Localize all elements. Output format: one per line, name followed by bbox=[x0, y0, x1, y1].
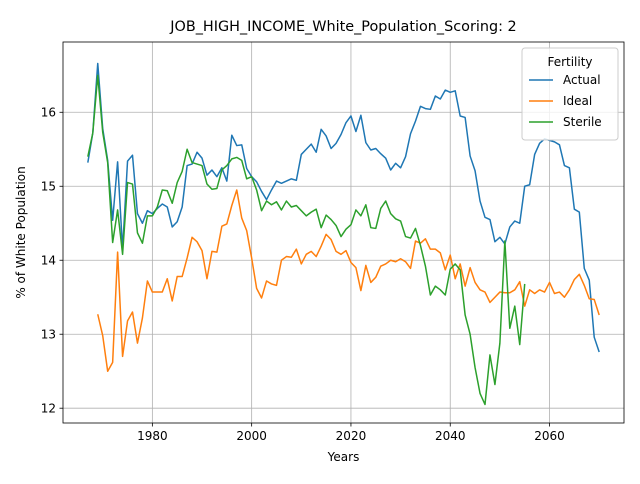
x-tick-label: 2060 bbox=[534, 429, 565, 443]
series-line-ideal bbox=[97, 189, 600, 372]
legend-label-ideal: Ideal bbox=[563, 94, 592, 108]
x-tick-label: 1980 bbox=[137, 429, 168, 443]
y-tick-label: 13 bbox=[41, 328, 56, 342]
legend-items: Actual Ideal Sterile bbox=[529, 73, 602, 129]
legend: Fertility Actual Ideal Sterile bbox=[521, 47, 619, 141]
plot-area bbox=[62, 41, 625, 424]
legend-label-sterile: Sterile bbox=[563, 115, 602, 129]
y-axis: 12 13 14 15 16 bbox=[41, 106, 63, 416]
chart-title: JOB_HIGH_INCOME_White_Population_Scoring… bbox=[169, 19, 516, 35]
x-tick-label: 2000 bbox=[236, 429, 267, 443]
series-line-sterile bbox=[87, 74, 526, 406]
y-axis-label: % of White Population bbox=[14, 166, 28, 298]
series-group bbox=[87, 62, 600, 406]
y-tick-label: 14 bbox=[41, 254, 56, 268]
x-tick-label: 2040 bbox=[435, 429, 466, 443]
series-line-actual bbox=[87, 62, 600, 353]
legend-box bbox=[521, 47, 619, 141]
legend-label-actual: Actual bbox=[563, 73, 601, 87]
x-axis-label: Years bbox=[327, 450, 360, 464]
x-tick-label: 2020 bbox=[336, 429, 367, 443]
y-tick-label: 16 bbox=[41, 106, 56, 120]
y-tick-label: 12 bbox=[41, 402, 56, 416]
x-axis: 1980 2000 2020 2040 2060 bbox=[137, 423, 565, 443]
y-tick-label: 15 bbox=[41, 180, 56, 194]
legend-title: Fertility bbox=[547, 55, 592, 69]
